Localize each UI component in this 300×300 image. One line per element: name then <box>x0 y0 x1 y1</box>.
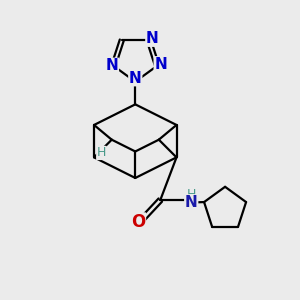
Text: O: O <box>131 213 145 231</box>
Text: N: N <box>185 195 198 210</box>
Text: N: N <box>154 57 167 72</box>
Text: H: H <box>187 188 196 201</box>
Text: N: N <box>146 31 159 46</box>
Text: N: N <box>129 71 142 86</box>
Text: N: N <box>106 58 118 73</box>
Text: H: H <box>97 146 106 159</box>
